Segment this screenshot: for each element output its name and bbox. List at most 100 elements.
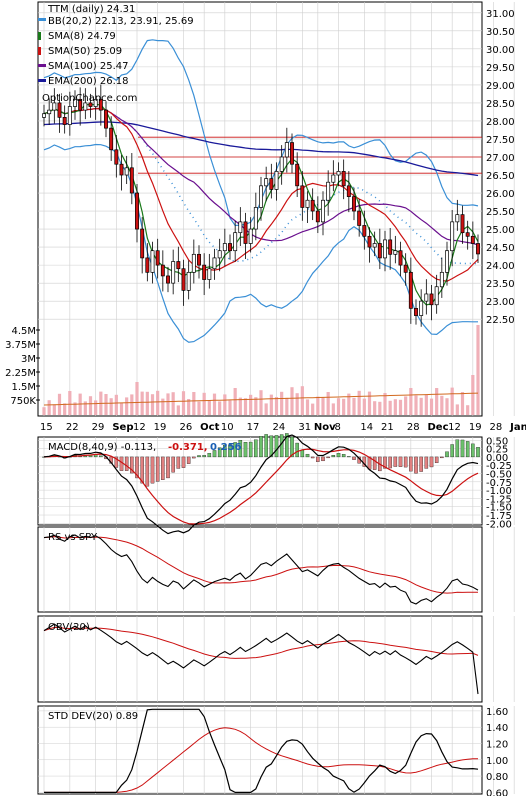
candle-body xyxy=(212,257,217,270)
candle-body xyxy=(284,142,289,158)
volume-bar xyxy=(388,400,392,415)
candle-body xyxy=(145,257,150,273)
volume-bar xyxy=(243,398,248,415)
x-tick-label: Jan xyxy=(509,422,526,433)
candle-body xyxy=(352,196,356,212)
candle-body xyxy=(73,98,77,107)
candle-body xyxy=(336,171,341,176)
candle-body xyxy=(403,264,408,273)
legend-sma8: SMA(8) 24.79 xyxy=(48,31,116,42)
candle-body xyxy=(228,243,232,252)
volume-bar xyxy=(435,388,439,415)
candle-body xyxy=(207,268,212,280)
volume-bar xyxy=(424,394,428,415)
candle-body xyxy=(119,163,124,176)
macd-histogram-bar xyxy=(228,444,232,458)
volume-bar xyxy=(445,398,449,415)
y-tick-label: 23.00 xyxy=(486,297,515,308)
volume-bar xyxy=(264,403,268,415)
candle-body xyxy=(470,235,475,244)
x-tick-label: 22 xyxy=(66,422,79,433)
macd-histogram-bar xyxy=(434,456,439,464)
macd-y-tick-label: 0.25 xyxy=(486,445,508,456)
volume-bar xyxy=(321,397,325,415)
candle-body xyxy=(346,185,351,197)
candle-body xyxy=(434,286,439,306)
macd-y-tick-label: -0.25 xyxy=(486,461,512,472)
x-tick-label: Dec xyxy=(428,422,449,433)
x-tick-label: 19 xyxy=(154,422,167,433)
macd-histogram-bar xyxy=(295,442,299,458)
macd-histogram-bar xyxy=(259,436,263,458)
macd-y-tick-label: -1.00 xyxy=(486,486,512,497)
volume-bar xyxy=(63,403,67,415)
macd-histogram-bar xyxy=(124,456,129,471)
candle-body xyxy=(150,250,155,273)
volume-bar xyxy=(207,400,211,415)
volume-bar xyxy=(311,403,315,415)
volume-bar xyxy=(383,393,387,415)
macd-histogram-bar xyxy=(119,456,124,471)
candle-body xyxy=(98,98,103,111)
macd-histogram-bar xyxy=(347,456,351,458)
candle-body xyxy=(315,210,320,223)
macd-histogram-bar xyxy=(171,456,175,473)
macd-histogram-bar xyxy=(465,441,470,458)
volume-bar xyxy=(73,402,77,415)
candle-body xyxy=(290,142,294,165)
candle-body xyxy=(388,239,393,255)
macd-histogram-bar xyxy=(269,435,274,458)
volume-bar xyxy=(373,401,377,415)
volume-bar xyxy=(130,394,134,415)
volume-bar xyxy=(218,401,222,415)
y-tick-label: 31.00 xyxy=(486,9,515,20)
x-tick-label: Oct xyxy=(200,422,219,433)
std-line xyxy=(44,708,479,794)
macd-histogram-bar xyxy=(135,456,139,479)
candle-body xyxy=(238,221,243,234)
candle-body xyxy=(460,214,465,234)
legend-sma50: SMA(50) 25.09 xyxy=(48,46,122,57)
candle-body xyxy=(222,243,227,252)
macd-histogram-bar xyxy=(331,455,336,458)
candle-body xyxy=(259,185,263,208)
y-tick-label: 30.50 xyxy=(486,27,515,38)
macd-histogram-bar xyxy=(419,456,423,472)
candle-body xyxy=(269,178,274,190)
macd-histogram-bar xyxy=(285,433,289,458)
std-y-tick-label: 0.80 xyxy=(486,772,508,783)
sma100-line xyxy=(43,107,479,246)
y-tick-label: 22.50 xyxy=(486,315,515,326)
candle-body xyxy=(109,127,114,151)
volume-bar xyxy=(398,399,403,415)
candle-body xyxy=(78,98,83,111)
volume-bar xyxy=(228,400,232,415)
bb-mid-line xyxy=(43,107,479,265)
candle-body xyxy=(476,243,480,255)
volume-bar xyxy=(249,394,253,415)
volume-bar xyxy=(109,398,113,415)
macd-histogram-bar xyxy=(471,443,475,458)
macd-histogram-bar xyxy=(429,456,434,468)
volume-bar xyxy=(68,391,72,415)
candle-body xyxy=(93,98,98,107)
volume-bar xyxy=(181,391,186,415)
volume-bar xyxy=(114,394,118,415)
y-tick-label: 28.00 xyxy=(486,117,515,128)
obv-average-line xyxy=(43,626,479,659)
volume-tick-label: 2.25M xyxy=(5,368,36,379)
y-tick-label: 24.00 xyxy=(486,261,515,272)
candle-body xyxy=(455,214,460,223)
candle-body xyxy=(202,264,207,280)
volume-bar xyxy=(171,392,175,415)
y-tick-label: 29.00 xyxy=(486,81,515,92)
volume-bar xyxy=(223,394,227,415)
macd-histogram-bar xyxy=(445,451,449,458)
candle-body xyxy=(341,171,346,187)
candle-body xyxy=(52,102,57,111)
legend-sma100: SMA(100) 25.47 xyxy=(48,61,129,72)
candle-body xyxy=(140,228,145,259)
candle-body xyxy=(155,250,160,266)
candle-body xyxy=(67,106,72,125)
